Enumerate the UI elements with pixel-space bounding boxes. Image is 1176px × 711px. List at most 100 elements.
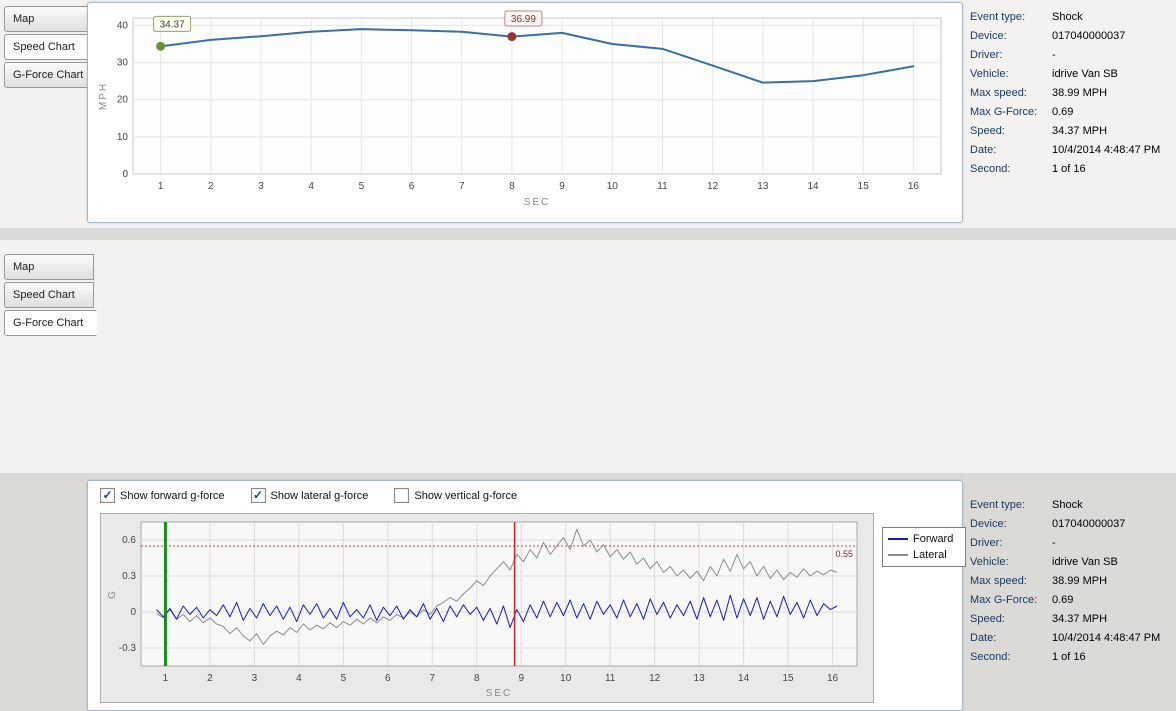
svg-text:7: 7 [430,673,436,684]
svg-text:15: 15 [858,181,870,192]
info-row: Vehicle: idrive Van SB [970,556,1118,568]
svg-text:12: 12 [649,673,661,684]
svg-text:MPH: MPH [98,82,109,110]
svg-text:7: 7 [459,181,465,192]
info-row: Date: 10/4/2014 4:48:47 PM [970,144,1161,156]
checkbox-label: Show vertical g-force [414,489,518,502]
info-row: Max speed: 38.99 MPH [970,87,1108,99]
checkbox-icon[interactable]: ✓ [250,488,266,503]
info-row: Device: 017040000037 [970,30,1126,42]
gforce-options-row: ✓ Show forward g-force ✓ Show lateral g-… [100,488,517,503]
info-row: Vehicle: idrive Van SB [970,68,1118,80]
info-row: Max G-Force: 0.69 [970,106,1074,118]
show-vertical-gforce-checkbox[interactable]: Show vertical g-force [394,488,517,503]
tab-map[interactable]: Map [4,254,94,280]
svg-text:14: 14 [738,673,750,684]
svg-text:1: 1 [163,673,169,684]
legend-label: Lateral [913,549,947,561]
svg-text:13: 13 [757,181,769,192]
speed-chart-canvas[interactable]: 1 2 3 4 5 6 7 8 9 10 11 12 13 14 15 16010203040SECMPH34… [93,8,955,214]
svg-text:8: 8 [474,673,480,684]
svg-text:11: 11 [657,181,668,192]
show-lateral-gforce-checkbox[interactable]: ✓ Show lateral g-force [250,488,369,503]
info-row: Max G-Force: 0.69 [970,594,1074,606]
svg-text:-0.3: -0.3 [119,643,137,654]
svg-text:30: 30 [117,58,129,69]
svg-text:15: 15 [783,673,795,684]
legend-label: Forward [913,533,954,545]
tab-speed-chart[interactable]: Speed Chart [4,282,94,308]
gforce-chart-canvas[interactable]: 1 2 3 4 5 6 7 8 9 10 11 12 13 14 15 16-0.300.30.6SECG0.… [101,514,871,700]
top-tab-strip: Map Speed Chart G-Force Chart [4,6,97,90]
svg-text:G: G [107,589,118,599]
svg-text:9: 9 [518,673,524,684]
svg-text:5: 5 [359,181,365,192]
svg-text:0.6: 0.6 [122,535,136,546]
gforce-chart-groupbox: ✓ Show forward g-force ✓ Show lateral g-… [87,480,966,711]
tab-gforce-chart[interactable]: G-Force Chart [4,62,94,88]
svg-text:10: 10 [117,132,129,143]
svg-text:0.55: 0.55 [835,549,853,559]
legend-item-forward: Forward [888,531,960,547]
svg-text:3: 3 [258,181,264,192]
svg-text:4: 4 [296,673,302,684]
forward-line-swatch [888,538,908,540]
checkbox-label: Show lateral g-force [270,489,369,502]
svg-text:2: 2 [207,673,213,684]
svg-text:6: 6 [385,673,391,684]
speed-chart-groupbox: 1 2 3 4 5 6 7 8 9 10 11 12 13 14 15 16 0 10 20 30 40 SEC MPH 34… [87,2,963,223]
checkbox-icon[interactable] [394,488,410,503]
svg-text:4: 4 [308,181,314,192]
checkbox-label: Show forward g-force [120,489,225,502]
svg-text:0.3: 0.3 [122,571,136,582]
info-row: Driver: - [970,49,1056,61]
svg-text:20: 20 [117,95,129,106]
svg-text:40: 40 [117,20,129,31]
svg-text:12: 12 [707,181,719,192]
svg-text:11: 11 [605,673,616,684]
info-row: Device: 017040000037 [970,518,1126,530]
info-row: Event type: Shock [970,499,1083,511]
tab-speed-chart[interactable]: Speed Chart [4,34,97,60]
info-row: Second: 1 of 16 [970,163,1086,175]
svg-text:3: 3 [252,673,258,684]
info-row: Max speed: 38.99 MPH [970,575,1108,587]
info-row: Event type: Shock [970,11,1083,23]
svg-text:36.99: 36.99 [511,14,536,25]
info-row: Speed: 34.37 MPH [970,613,1108,625]
info-row: Driver: - [970,537,1056,549]
svg-text:16: 16 [908,181,920,192]
checkbox-icon[interactable]: ✓ [100,488,115,503]
svg-text:13: 13 [694,673,706,684]
svg-text:0: 0 [122,169,128,180]
gforce-chart-frame: 1 2 3 4 5 6 7 8 9 10 11 12 13 14 15 16 -0.3 0 0.3 0.6 SEC G 0.… [100,513,874,703]
svg-text:16: 16 [827,673,839,684]
tab-map[interactable]: Map [4,6,94,32]
legend-item-lateral: Lateral [888,547,960,563]
info-row: Speed: 34.37 MPH [970,125,1108,137]
svg-text:0: 0 [130,607,136,618]
svg-text:10: 10 [607,181,619,192]
svg-text:SEC: SEC [524,197,551,208]
svg-text:8: 8 [509,181,515,192]
svg-text:10: 10 [560,673,572,684]
svg-text:34.37: 34.37 [160,19,185,30]
svg-text:2: 2 [208,181,214,192]
svg-text:6: 6 [409,181,415,192]
show-forward-gforce-checkbox[interactable]: ✓ Show forward g-force [100,488,225,503]
info-row: Date: 10/4/2014 4:48:47 PM [970,632,1161,644]
svg-text:5: 5 [341,673,347,684]
tab-gforce-chart[interactable]: G-Force Chart [4,310,97,336]
lateral-line-swatch [888,554,908,556]
info-row: Second: 1 of 16 [970,651,1086,663]
svg-text:1: 1 [158,181,164,192]
event-info-panel-bottom: Event type: Shock Device: 017040000037 Drive… [970,496,1160,667]
svg-text:9: 9 [559,181,565,192]
svg-text:SEC: SEC [486,688,513,699]
bottom-tab-strip: Map Speed Chart G-Force Chart [4,254,97,338]
svg-text:14: 14 [807,181,819,192]
chart-legend: Forward Lateral [882,527,966,567]
event-info-panel-top: Event type: Shock Device: 017040000037 Drive… [970,8,1160,179]
